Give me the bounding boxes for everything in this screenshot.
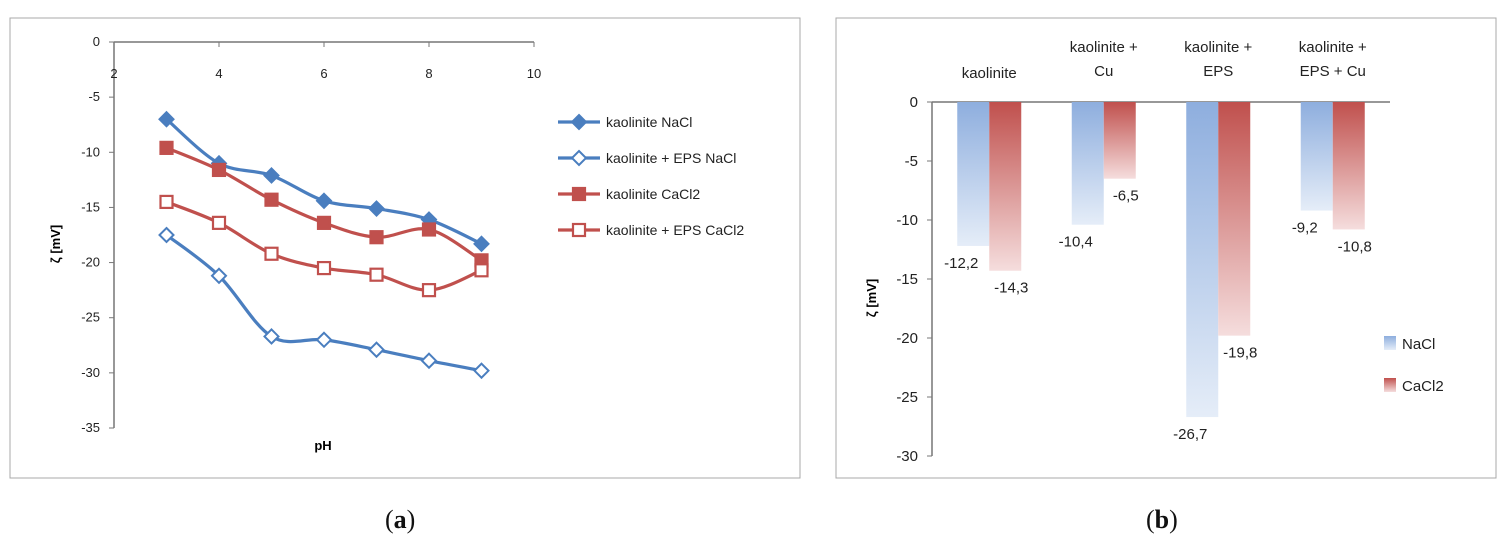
data-point bbox=[263, 167, 280, 184]
x-tick-label: 10 bbox=[527, 66, 541, 81]
data-point bbox=[316, 215, 332, 230]
data-point bbox=[421, 222, 437, 237]
data-label: -26,7 bbox=[1173, 426, 1207, 443]
data-point bbox=[420, 352, 438, 370]
data-point bbox=[474, 263, 489, 278]
data-point bbox=[264, 246, 279, 261]
x-tick-label: 4 bbox=[215, 66, 222, 81]
line-chart: 0 -5 -10 -15 -20 -25 -30 -35 2 4 6 8 10 kaolinite Na… bbox=[9, 17, 801, 479]
bar bbox=[1186, 102, 1219, 418]
data-point bbox=[369, 230, 384, 245]
data-point bbox=[211, 162, 227, 178]
legend-item: kaolinite NaCl bbox=[558, 113, 692, 131]
bar bbox=[957, 102, 990, 246]
legend-swatch bbox=[1384, 378, 1396, 392]
y-tick-label: 0 bbox=[910, 94, 918, 111]
x-tick-label: 6 bbox=[320, 66, 327, 81]
category-label: kaolinite + EPS + Cu bbox=[1299, 39, 1367, 80]
y-axis-label: ζ [mV] bbox=[48, 225, 63, 264]
data-point bbox=[421, 283, 437, 298]
legend-marker bbox=[570, 149, 588, 167]
x-tick-label: 2 bbox=[110, 66, 117, 81]
data-point bbox=[473, 362, 490, 380]
data-point bbox=[159, 140, 174, 155]
y-tick-label: -10 bbox=[81, 144, 100, 159]
legend-marker bbox=[571, 186, 587, 202]
legend-swatch bbox=[1384, 336, 1396, 350]
x-axis-label: pH bbox=[314, 438, 331, 453]
data-point bbox=[211, 215, 227, 230]
y-tick-label: -5 bbox=[905, 153, 918, 170]
legend-marker bbox=[570, 113, 588, 131]
legend-label: kaolinite NaCl bbox=[606, 114, 692, 130]
y-tick-label: -5 bbox=[88, 89, 100, 104]
data-label: -14,3 bbox=[994, 280, 1028, 297]
category-label: kaolinite + Cu bbox=[1070, 39, 1138, 80]
data-label: -10,4 bbox=[1059, 234, 1093, 251]
category-label: kaolinite bbox=[962, 65, 1017, 82]
data-point bbox=[264, 192, 279, 207]
data-point bbox=[316, 260, 332, 276]
data-label: -19,8 bbox=[1223, 345, 1257, 362]
bar bbox=[1332, 102, 1365, 230]
y-tick-label: -35 bbox=[81, 420, 100, 435]
x-tick-label: 8 bbox=[425, 66, 432, 81]
legend-marker bbox=[571, 222, 587, 238]
data-point bbox=[315, 331, 333, 349]
bar bbox=[1218, 102, 1251, 336]
bar-chart: 0 -5 -10 -15 -20 -25 -30 kaolinite kaolinite + C… bbox=[835, 17, 1497, 479]
y-tick-label: -25 bbox=[896, 389, 918, 406]
y-tick-label: -15 bbox=[896, 271, 918, 288]
data-label: -6,5 bbox=[1113, 188, 1139, 205]
data-point bbox=[315, 192, 333, 210]
legend-item: CaCl2 bbox=[1384, 378, 1444, 395]
data-point bbox=[369, 267, 384, 282]
y-tick-label: 0 bbox=[93, 34, 100, 49]
legend-item: kaolinite CaCl2 bbox=[558, 186, 700, 202]
data-point bbox=[263, 328, 280, 345]
y-tick-label: -30 bbox=[896, 448, 918, 465]
category-label: kaolinite + EPS bbox=[1184, 39, 1252, 80]
y-tick-label: -30 bbox=[81, 365, 100, 380]
y-tick-label: -15 bbox=[81, 199, 100, 214]
legend-item: NaCl bbox=[1384, 336, 1435, 353]
legend-item: kaolinite + EPS CaCl2 bbox=[558, 222, 744, 238]
data-point bbox=[158, 110, 175, 128]
y-tick-label: -20 bbox=[81, 255, 100, 270]
y-axis-label: ζ [mV] bbox=[864, 279, 879, 318]
legend-label: kaolinite CaCl2 bbox=[606, 186, 700, 202]
bar bbox=[1103, 102, 1136, 179]
data-point bbox=[210, 267, 228, 285]
y-tick-label: -10 bbox=[896, 212, 918, 229]
data-label: -12,2 bbox=[944, 255, 978, 272]
data-point bbox=[159, 194, 174, 210]
y-tick-label: -25 bbox=[81, 310, 100, 325]
y-tick-label: -20 bbox=[896, 330, 918, 347]
legend-label: kaolinite + EPS CaCl2 bbox=[606, 222, 744, 238]
data-point bbox=[368, 200, 385, 217]
panel-caption-a: (a) bbox=[385, 505, 416, 534]
data-point bbox=[473, 235, 490, 253]
chart-frame bbox=[835, 17, 1497, 479]
legend-label: NaCl bbox=[1402, 336, 1435, 353]
data-label: -9,2 bbox=[1292, 220, 1318, 237]
legend-item: kaolinite + EPS NaCl bbox=[558, 149, 736, 167]
panel-caption-b: (b) bbox=[1146, 505, 1178, 534]
data-label: -10,8 bbox=[1338, 238, 1372, 255]
legend-label: CaCl2 bbox=[1402, 378, 1444, 395]
data-point bbox=[368, 341, 385, 359]
chart-frame bbox=[9, 17, 801, 479]
bar bbox=[1300, 102, 1333, 211]
data-point bbox=[158, 226, 175, 244]
bar bbox=[989, 102, 1022, 271]
bar bbox=[1071, 102, 1104, 225]
legend-label: kaolinite + EPS NaCl bbox=[606, 150, 736, 166]
